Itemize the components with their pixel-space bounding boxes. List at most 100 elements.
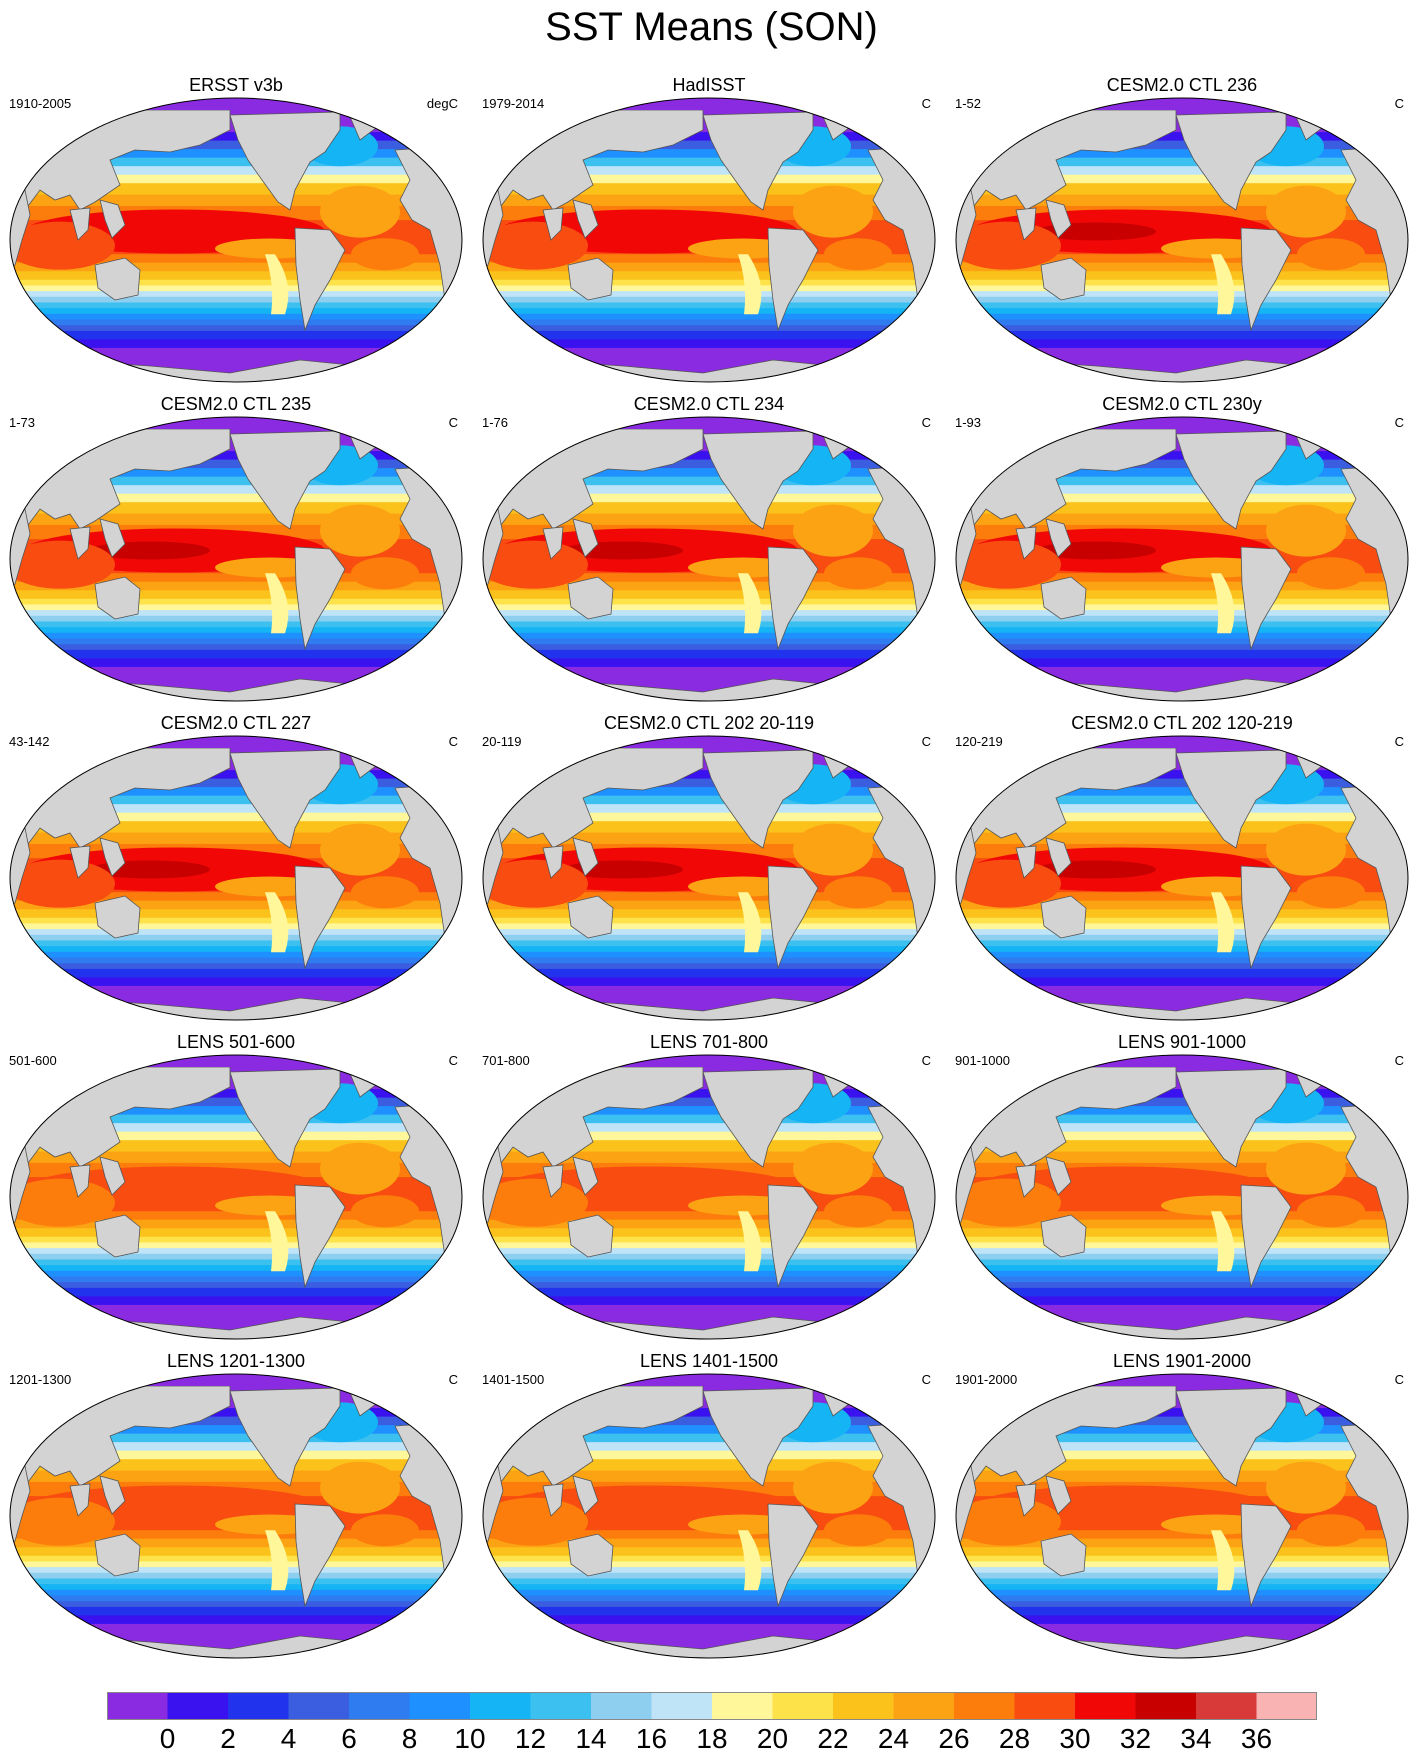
sst-band [10,1595,462,1603]
sst-band [483,770,935,780]
indian-ocean-warm [956,1178,1061,1227]
sst-band [10,1242,462,1250]
north-america-landmass [1175,430,1287,530]
sst-field [10,417,462,701]
panel-period-label: 501-600 [9,1053,57,1068]
sst-band [10,977,462,987]
sst-band [10,1265,462,1272]
indochina-landmass [572,518,599,558]
colorbar-tick-label: 0 [159,1723,176,1754]
sst-band [956,291,1408,298]
atlantic-tropics [351,876,419,909]
sst-band [483,795,935,806]
sst-band [483,968,935,979]
sst-band [956,319,1408,327]
colorbar-tick-label: 24 [877,1723,910,1754]
sst-band [10,1236,462,1244]
sst-band [10,963,462,970]
sst-band [956,468,1408,478]
sst-band [10,1219,462,1230]
indochina-landmass [1045,199,1072,239]
australia-landmass [567,895,614,939]
sst-band [483,1547,935,1557]
sst-band [483,1282,935,1289]
indian-ocean-warm [483,859,588,908]
indian-ocean-warm [956,221,1061,270]
arctic-ice [956,417,1408,429]
sst-band [483,157,935,168]
india-landmass [1015,845,1037,879]
sst-band [10,1270,462,1278]
colorbar-tick-label: 12 [514,1723,547,1754]
south-america-landmass [767,546,819,651]
south-america-landmass [294,546,346,651]
sst-band [956,1270,1408,1278]
sst-band [956,1595,1408,1603]
colorbar-bin [833,1692,894,1720]
panel-period-label: 1-93 [955,415,982,430]
north-america-landmass [229,1068,341,1168]
map-panel: LENS 1201-1300 1201-1300 C [0,1350,472,1670]
panel-units-label: C [448,1372,458,1387]
panel-units-label: C [1394,1053,1404,1068]
sst-band [483,615,935,623]
map-panel: LENS 501-600 501-600 C [0,1031,472,1351]
sst-band [10,957,462,965]
atlantic-subtropics [1266,504,1346,557]
sst-field [483,1055,935,1339]
sst-band [483,262,935,273]
sst-band [956,157,1408,168]
india-landmass [69,1483,91,1517]
india-landmass [542,845,564,879]
sst-band [483,1606,935,1617]
colorbar-bin [1196,1692,1257,1720]
sst-band [956,1106,1408,1116]
map-frame [9,97,463,383]
sst-band [10,254,462,264]
sst-band [10,604,462,612]
sst-band [483,1450,935,1461]
australia-landmass [567,257,614,301]
sst-band [10,1248,462,1255]
sst-band [956,1567,1408,1574]
sst-band [483,493,935,504]
sst-field [483,98,935,382]
sst-band [956,174,1408,185]
indian-ocean-warm [10,1178,115,1227]
sst-band [483,1416,935,1427]
sst-band [10,1584,462,1591]
north-america-landmass [1175,1387,1287,1487]
indian-ocean-warm [956,540,1061,589]
colorbar-tick-label: 18 [696,1723,728,1754]
sst-band [956,1408,1408,1418]
sst-band [956,917,1408,925]
sst-band [10,271,462,281]
sst-band [10,627,462,634]
sst-band [483,1408,935,1418]
sst-band [956,339,1408,349]
atlantic-tropics [824,876,892,909]
sst-band [483,621,935,629]
panel-period-label: 1-52 [955,96,982,111]
sst-band [483,1259,935,1267]
map-frame [9,735,463,1021]
page-title: SST Means (SON) [545,5,878,49]
sst-band [956,1236,1408,1244]
sst-band [483,1538,935,1549]
panel-title: LENS 901-1000 [1117,1032,1247,1052]
sst-band [10,330,462,341]
map-frame [955,416,1409,702]
colorbar-tick-label: 2 [220,1723,236,1754]
colorbar-tick-label: 28 [998,1723,1031,1754]
sst-band [10,909,462,919]
arctic-ice [483,1374,935,1386]
sst-band [956,1228,1408,1238]
sst-band [956,590,1408,600]
sst-band [483,302,935,310]
north-america-landmass [229,430,341,530]
colorbar [107,1692,1317,1720]
sst-band [483,1589,935,1597]
sst-band [10,1228,462,1238]
sst-band [10,451,462,461]
australia-landmass [1040,257,1087,301]
